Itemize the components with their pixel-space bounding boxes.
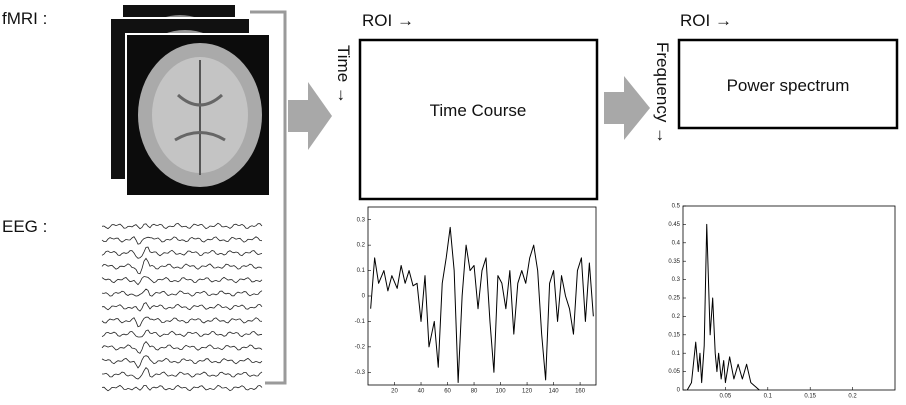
eeg-label: EEG : <box>2 217 47 236</box>
plot-frame <box>368 207 596 385</box>
y-tick-label: 0.3 <box>357 217 366 223</box>
eeg-trace <box>102 342 262 354</box>
y-tick-label: 0 <box>677 388 681 394</box>
fmri-stack <box>110 4 270 196</box>
y-tick-label: -0.3 <box>355 370 366 376</box>
roi-label: ROI → <box>680 11 732 30</box>
arrow <box>288 82 332 150</box>
data-line <box>687 224 759 390</box>
box-label: Time Course <box>430 101 527 120</box>
axis-label: Frequency → <box>653 42 672 144</box>
x-tick-label: 40 <box>418 389 425 395</box>
eeg-trace <box>102 303 262 312</box>
x-tick-label: 160 <box>575 389 586 395</box>
y-tick-label: 0.25 <box>668 296 680 302</box>
y-tick-label: 0.3 <box>672 277 681 283</box>
roi-label: ROI → <box>362 11 414 30</box>
eeg-trace <box>102 223 262 229</box>
x-tick-label: 20 <box>391 389 398 395</box>
x-tick-label: 0.05 <box>720 394 732 400</box>
eeg-trace <box>102 317 262 327</box>
x-tick-label: 140 <box>549 389 560 395</box>
eeg-trace <box>102 289 262 296</box>
x-tick-label: 0.15 <box>804 394 816 400</box>
y-tick-label: -0.1 <box>355 319 366 325</box>
x-tick-label: 100 <box>496 389 507 395</box>
eeg-trace <box>102 356 262 368</box>
data-line <box>371 227 594 382</box>
y-tick-label: 0.15 <box>668 332 680 338</box>
y-tick-label: -0.2 <box>355 344 366 350</box>
eeg-trace <box>102 258 262 274</box>
eeg-trace <box>102 277 262 285</box>
x-tick-label: 60 <box>444 389 451 395</box>
x-tick-label: 0.1 <box>764 394 773 400</box>
x-tick-label: 0.2 <box>848 394 857 400</box>
y-tick-label: 0.35 <box>668 259 680 265</box>
y-tick-label: 0.1 <box>672 351 681 357</box>
diagram: fMRI : EEG : ROI → Time → Time Course RO… <box>0 0 906 405</box>
eeg-traces <box>102 223 262 391</box>
y-tick-label: 0.2 <box>672 314 681 320</box>
x-tick-label: 80 <box>471 389 478 395</box>
axis-label: Time → <box>334 45 353 104</box>
y-tick-label: 0.45 <box>668 222 680 228</box>
fmri-label: fMRI : <box>2 9 47 28</box>
eeg-trace <box>102 237 262 245</box>
box-label: Power spectrum <box>727 76 850 95</box>
y-tick-label: 0.1 <box>357 268 366 274</box>
eeg-trace <box>102 385 262 390</box>
y-tick-label: 0.2 <box>357 243 366 249</box>
y-tick-label: 0.5 <box>672 204 681 210</box>
plot-frame <box>683 206 895 390</box>
eeg-trace <box>102 330 262 337</box>
eeg-trace <box>102 368 262 379</box>
y-tick-label: 0.4 <box>672 240 681 246</box>
y-tick-label: 0 <box>362 294 366 300</box>
x-tick-label: 120 <box>522 389 533 395</box>
y-tick-label: 0.05 <box>668 369 680 375</box>
eeg-trace <box>102 247 262 258</box>
arrow <box>604 76 650 140</box>
